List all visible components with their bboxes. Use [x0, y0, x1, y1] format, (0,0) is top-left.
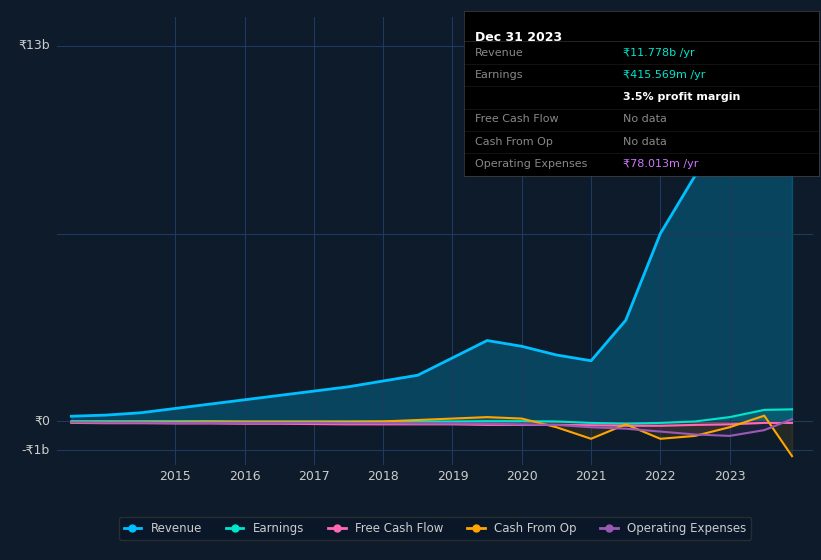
- Text: 3.5% profit margin: 3.5% profit margin: [623, 92, 741, 102]
- Text: ₹13b: ₹13b: [18, 39, 50, 52]
- Text: -₹1b: -₹1b: [21, 444, 50, 457]
- Text: Free Cash Flow: Free Cash Flow: [475, 114, 558, 124]
- Text: No data: No data: [623, 114, 667, 124]
- Text: ₹11.778b /yr: ₹11.778b /yr: [623, 48, 695, 58]
- Text: Cash From Op: Cash From Op: [475, 137, 553, 147]
- Legend: Revenue, Earnings, Free Cash Flow, Cash From Op, Operating Expenses: Revenue, Earnings, Free Cash Flow, Cash …: [119, 517, 751, 539]
- Text: ₹415.569m /yr: ₹415.569m /yr: [623, 70, 706, 80]
- Text: No data: No data: [623, 137, 667, 147]
- Text: Operating Expenses: Operating Expenses: [475, 159, 587, 169]
- Text: Dec 31 2023: Dec 31 2023: [475, 31, 562, 44]
- Text: ₹78.013m /yr: ₹78.013m /yr: [623, 159, 699, 169]
- Text: Revenue: Revenue: [475, 48, 523, 58]
- Text: Earnings: Earnings: [475, 70, 523, 80]
- Text: ₹0: ₹0: [34, 415, 50, 428]
